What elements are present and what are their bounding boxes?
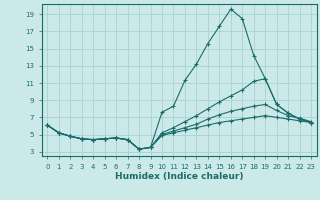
X-axis label: Humidex (Indice chaleur): Humidex (Indice chaleur) [115, 172, 244, 181]
